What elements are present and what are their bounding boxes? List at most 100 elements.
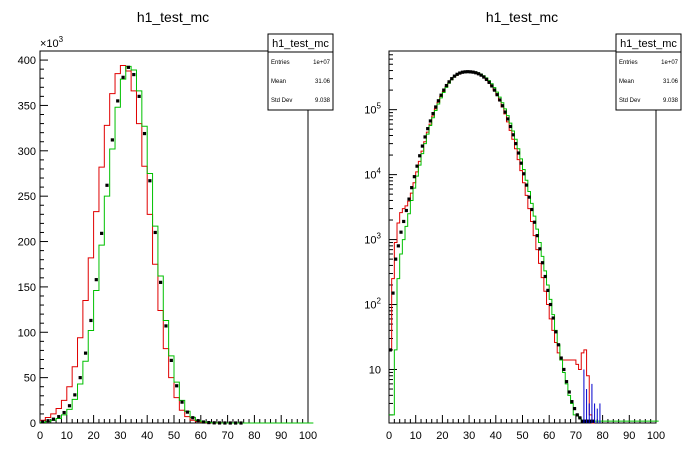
data-point bbox=[407, 197, 411, 201]
x-tick-label: 80 bbox=[248, 430, 260, 442]
data-point bbox=[212, 421, 216, 425]
chart-title: h1_test_mc bbox=[486, 9, 558, 25]
data-point bbox=[418, 154, 422, 158]
data-point bbox=[169, 358, 173, 362]
data-point bbox=[415, 164, 419, 168]
x-tick-label: 90 bbox=[623, 430, 635, 442]
data-point bbox=[223, 421, 227, 425]
data-point bbox=[110, 138, 114, 142]
x-tick-label: 90 bbox=[275, 430, 287, 442]
stats-row-value: 9.038 bbox=[315, 98, 331, 104]
data-point bbox=[546, 288, 550, 293]
data-point bbox=[121, 75, 125, 79]
data-point bbox=[228, 421, 232, 425]
x-tick-label: 30 bbox=[114, 430, 126, 442]
data-point bbox=[431, 111, 435, 116]
data-point bbox=[396, 244, 400, 248]
data-point bbox=[442, 88, 446, 92]
data-point bbox=[516, 151, 521, 155]
data-point bbox=[484, 77, 489, 82]
series-1-step-line bbox=[40, 65, 314, 424]
data-point bbox=[100, 231, 104, 235]
data-point bbox=[556, 343, 561, 347]
data-point bbox=[78, 376, 82, 380]
data-point bbox=[62, 410, 66, 415]
y-tick-label: 0 bbox=[30, 418, 36, 430]
data-point bbox=[83, 351, 88, 355]
data-point bbox=[498, 98, 502, 102]
y-tick-label: 300 bbox=[18, 146, 36, 158]
data-point bbox=[466, 70, 470, 74]
data-point bbox=[67, 404, 72, 408]
y-tick-label: 103 bbox=[364, 232, 381, 247]
data-point bbox=[444, 83, 449, 88]
data-point bbox=[468, 70, 473, 74]
x-tick-label: 100 bbox=[647, 430, 665, 442]
data-point bbox=[548, 302, 553, 307]
stats-row-value: 1e+07 bbox=[661, 60, 679, 66]
data-point bbox=[580, 419, 585, 423]
data-point bbox=[564, 380, 569, 384]
data-point bbox=[476, 72, 481, 76]
data-point bbox=[570, 400, 574, 404]
data-point bbox=[132, 72, 136, 77]
data-point bbox=[89, 318, 93, 323]
data-point bbox=[142, 131, 147, 136]
data-point bbox=[455, 72, 459, 76]
data-point bbox=[46, 419, 50, 423]
x-tick-label: 70 bbox=[570, 430, 582, 442]
series-0-step-line bbox=[40, 65, 233, 424]
data-point bbox=[391, 291, 395, 295]
data-point bbox=[394, 257, 398, 261]
data-point bbox=[487, 80, 491, 84]
x-tick-label: 10 bbox=[410, 430, 422, 442]
y-tick-label: 104 bbox=[364, 167, 381, 182]
stats-row-label: Std Dev bbox=[619, 98, 640, 104]
data-point bbox=[543, 274, 547, 279]
x-tick-label: 70 bbox=[221, 430, 233, 442]
stats-box: h1_test_mc Entries 1e+07 Mean 31.06 Std Dev 9.… bbox=[267, 33, 334, 111]
data-point bbox=[159, 280, 163, 284]
data-point bbox=[185, 410, 189, 414]
data-point bbox=[524, 183, 529, 187]
stats-box-title: h1_test_mc bbox=[620, 38, 677, 50]
y-tick-label: 105 bbox=[364, 102, 381, 117]
stats-box-frame bbox=[267, 33, 334, 111]
data-point bbox=[588, 419, 593, 423]
data-point bbox=[175, 384, 179, 388]
data-point bbox=[164, 324, 168, 328]
data-point bbox=[591, 419, 595, 423]
y-tick-label: 102 bbox=[364, 297, 381, 312]
stats-row-label: Mean bbox=[619, 79, 634, 85]
data-point bbox=[426, 127, 430, 131]
data-point bbox=[500, 104, 505, 108]
data-point bbox=[51, 417, 55, 421]
data-point bbox=[479, 73, 483, 77]
data-point bbox=[540, 261, 545, 265]
left-chart-pad: h1_test_mc 0 10 20 30 40 50 60 70 80 90 100 0 50 100 15… bbox=[18, 9, 334, 442]
data-point bbox=[447, 80, 451, 84]
data-point bbox=[57, 415, 61, 419]
data-point bbox=[559, 356, 563, 360]
x-tick-label: 60 bbox=[195, 430, 207, 442]
data-point bbox=[201, 420, 206, 424]
stats-row-label: Entries bbox=[271, 60, 290, 66]
x-tick-label: 80 bbox=[596, 430, 608, 442]
x-tick-label: 0 bbox=[37, 430, 43, 442]
data-point bbox=[527, 195, 531, 199]
data-point bbox=[423, 135, 427, 139]
data-point bbox=[514, 142, 518, 146]
stats-row-value: 1e+07 bbox=[313, 60, 331, 66]
x-tick-label: 10 bbox=[61, 430, 73, 442]
data-point bbox=[73, 393, 77, 397]
stats-box-title: h1_test_mc bbox=[272, 38, 329, 50]
stats-row-value: 31.06 bbox=[663, 79, 679, 85]
data-point bbox=[148, 179, 152, 183]
x-tick-label: 40 bbox=[490, 430, 502, 442]
data-point bbox=[41, 420, 45, 424]
stats-row-label: Std Dev bbox=[271, 98, 292, 104]
x-tick-label: 20 bbox=[436, 430, 448, 442]
data-point bbox=[532, 220, 537, 224]
data-point bbox=[126, 65, 131, 69]
